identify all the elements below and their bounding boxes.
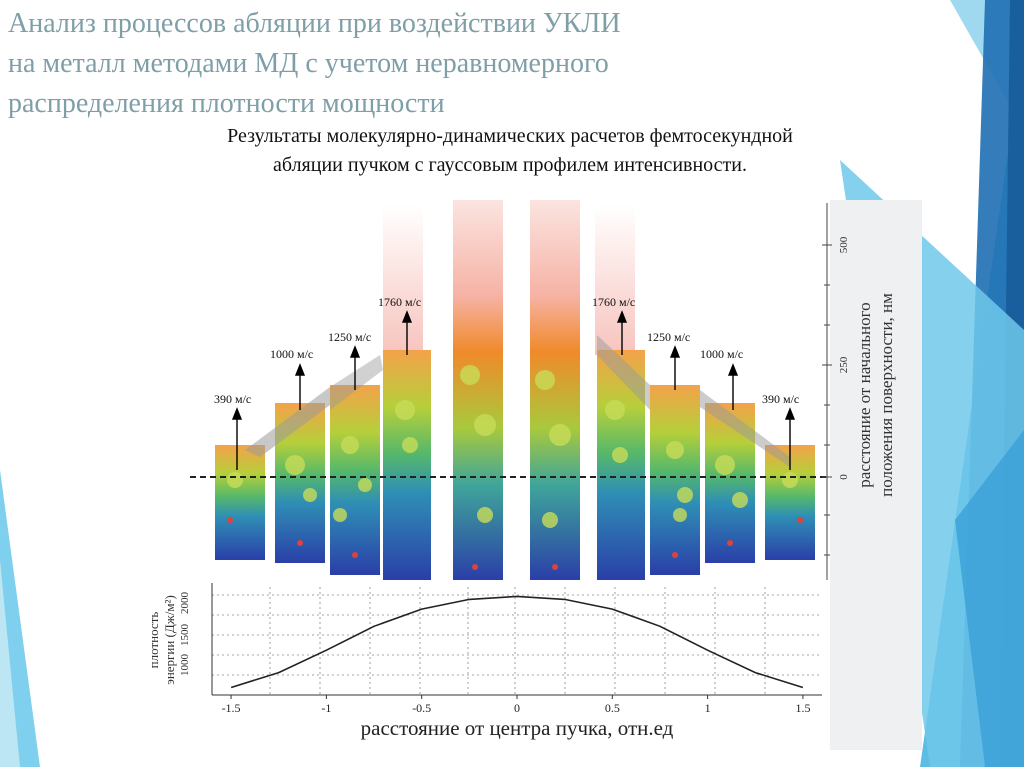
x-tick-label: 1.5: [795, 701, 810, 715]
energy-gridlines: [212, 587, 822, 695]
slide-title: Анализ процессов абляции при воздействии…: [8, 4, 798, 124]
right-tick-0: 0: [838, 474, 850, 480]
figure-caption: Результаты молекулярно-динамических расч…: [120, 122, 900, 180]
title-line-2: на металл методами МД с учетом неравноме…: [8, 48, 609, 79]
x-tick-label: -1.5: [222, 701, 241, 715]
x-tick-label: 0: [514, 701, 520, 715]
energy-density-curve: [230, 595, 804, 689]
left-tick-1000: 1000: [179, 654, 191, 677]
x-tick-label: -1: [321, 701, 331, 715]
column-left-3: [330, 385, 380, 575]
column-right-3: [650, 385, 700, 575]
velocity-label-right-4: 390 м/с: [762, 392, 799, 406]
left-axis-label-line-2: энергии (Дж/м²): [162, 595, 177, 685]
right-axis-label-line-2: положения поверхности, нм: [877, 293, 896, 497]
left-tick-1500: 1500: [179, 624, 191, 647]
droplets: [227, 365, 798, 528]
caption-line-1: Результаты молекулярно-динамических расч…: [227, 125, 793, 147]
left-wedge-2: [330, 355, 383, 410]
right-wedge: [597, 335, 650, 410]
right-tick-500: 500: [838, 236, 850, 253]
x-axis-label: расстояние от центра пучка, отн.ед: [361, 716, 674, 740]
right-axis-label-line-1: расстояние от начального: [855, 302, 874, 487]
title-line-3: распределения плотности мощности: [8, 88, 445, 119]
column-right-4-plume: [595, 205, 635, 355]
red-markers: [227, 517, 803, 570]
velocity-label-left-2: 1000 м/с: [270, 347, 313, 361]
column-left-4: [383, 350, 431, 580]
right-wedge-2: [700, 390, 790, 467]
x-tick-labels: -1.5 -1 -0.5 0 0.5 1 1.5: [222, 695, 810, 715]
x-tick-label: 1: [705, 701, 711, 715]
right-tick-250: 250: [838, 356, 850, 373]
caption-line-2: абляции пучком с гауссовым профилем инте…: [273, 154, 747, 176]
column-left-4-plume: [383, 205, 423, 355]
left-axis-label-line-1: плотность: [150, 612, 161, 669]
x-tick-label: 0.5: [605, 701, 620, 715]
energy-plot-area: [212, 583, 822, 693]
column-center-left: [453, 200, 503, 580]
x-tick-label: -0.5: [412, 701, 431, 715]
left-tick-2000: 2000: [179, 592, 191, 615]
right-axis-ticks: [822, 244, 832, 556]
velocity-label-right-2: 1250 м/с: [647, 330, 690, 344]
velocity-label-right-1: 1760 м/с: [592, 295, 635, 309]
velocity-arrows: [231, 310, 796, 470]
md-ablation-figure: 390 м/с 1000 м/с 1250 м/с 1760 м/с 1760 …: [150, 200, 922, 750]
right-label-panel: [830, 200, 922, 750]
velocity-label-left-1: 390 м/с: [214, 392, 251, 406]
left-wedge: [245, 387, 330, 457]
velocity-label-left-4: 1760 м/с: [378, 295, 421, 309]
velocity-label-left-3: 1250 м/с: [328, 330, 371, 344]
column-left-1: [215, 445, 265, 560]
title-line-1: Анализ процессов абляции при воздействии…: [8, 8, 621, 39]
velocity-label-right-3: 1000 м/с: [700, 347, 743, 361]
